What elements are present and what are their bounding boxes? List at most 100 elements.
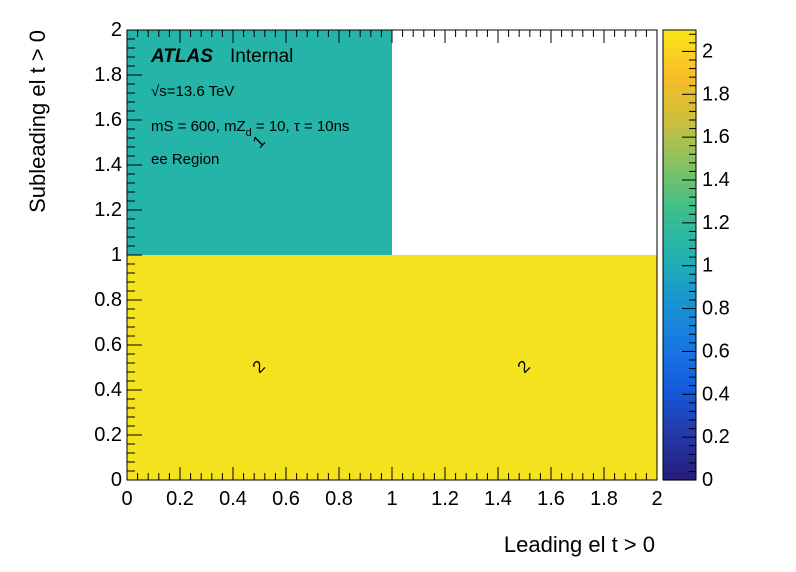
colorbar-segment [663,219,696,229]
y-tick-label: 0.8 [94,289,122,311]
colorbar-segment [663,237,696,247]
heatmap-cell [392,255,657,480]
colorbar-segment [663,156,696,166]
x-tick-label: 0.2 [166,488,194,510]
y-tick-label: 0.2 [94,424,122,446]
y-tick-label: 1.8 [94,64,122,86]
colorbar-segment [663,30,696,40]
x-tick-label: 1 [386,488,397,510]
colorbar-segment [663,336,696,346]
colorbar-segment [663,129,696,139]
colorbar-segment [663,138,696,148]
colorbar-segment [663,399,696,409]
y-tick-label: 0.4 [94,379,122,401]
colorbar-segment [663,363,696,373]
x-tick-label: 1.4 [484,488,512,510]
colorbar-segment [663,84,696,94]
y-tick-label: 1.2 [94,199,122,221]
colorbar-tick-label: 0.4 [702,383,730,405]
colorbar-tick-label: 0.2 [702,426,730,448]
colorbar-segment [663,309,696,319]
atlas-label: ATLAS Internal [150,46,293,67]
colorbar-segment [663,453,696,463]
colorbar-segment [663,345,696,355]
colorbar-segment [663,174,696,184]
colorbar-segment [663,300,696,310]
x-tick-label: 0.8 [325,488,353,510]
colorbar-segment [663,228,696,238]
colorbar: 0 0.2 0.4 0.6 0.8 1 1.2 1.4 1.6 1.8 2 [662,29,730,491]
colorbar-segment [663,354,696,364]
colorbar-tick-label: 1.8 [702,83,730,105]
colorbar-segment [663,165,696,175]
y-tick-label: 2 [111,19,122,41]
colorbar-segment [663,462,696,472]
colorbar-tick-label: 0 [702,469,713,491]
colorbar-segment [663,57,696,67]
x-tick-label: 2 [651,488,662,510]
colorbar-segment [663,183,696,193]
internal-text: Internal [230,46,293,67]
colorbar-segment [663,120,696,130]
y-axis-title: Subleading el t > 0 [25,30,50,213]
colorbar-segment [663,282,696,292]
x-tick-label: 0.4 [219,488,247,510]
x-tick-label: 0 [121,488,132,510]
y-tick-label: 1 [111,244,122,266]
colorbar-segment [663,471,696,481]
heatmap-cells [127,30,657,480]
energy-label: √s=13.6 TeV [151,83,234,100]
atlas-text: ATLAS [150,46,213,67]
colorbar-tick-label: 2 [702,40,713,62]
colorbar-tick-label: 0.8 [702,298,730,320]
colorbar-segment [663,39,696,49]
colorbar-segment [663,111,696,121]
region-label: ee Region [151,151,219,168]
x-axis-title: Leading el t > 0 [504,532,655,557]
colorbar-segment [663,255,696,265]
colorbar-frame [662,29,697,481]
x-tick-label: 1.2 [431,488,459,510]
colorbar-segment [663,192,696,202]
heatmap-cell [127,255,392,480]
colorbar-tick-label: 1 [702,255,713,277]
colorbar-tick-label: 0.6 [702,340,730,362]
colorbar-segment [663,417,696,427]
colorbar-segment [663,372,696,382]
colorbar-segment [663,75,696,85]
y-tick-label: 1.6 [94,109,122,131]
colorbar-segment [663,426,696,436]
colorbar-segment [663,93,696,103]
x-tick-label: 0.6 [272,488,300,510]
y-tick-label: 1.4 [94,154,122,176]
colorbar-segment [663,264,696,274]
y-axis-ticks: 0 0.2 0.4 0.6 0.8 1 1.2 1.4 1.6 1.8 2 [94,19,142,491]
colorbar-segment [663,435,696,445]
colorbar-segment [663,381,696,391]
colorbar-segment [663,408,696,418]
colorbar-tick-label: 1.6 [702,126,730,148]
colorbar-segment [663,102,696,112]
colorbar-segment [663,147,696,157]
colorbar-segment [663,327,696,337]
colorbar-segment [663,390,696,400]
y-tick-label: 0.6 [94,334,122,356]
colorbar-tick-label: 1.4 [702,169,730,191]
colorbar-segment [663,201,696,211]
colorbar-segment [663,444,696,454]
heatmap-cell [127,30,392,255]
colorbar-segment [663,318,696,328]
x-tick-label: 1.6 [537,488,565,510]
colorbar-segment [663,48,696,58]
params-label: mS = 600, mZd = 10, τ = 10ns [151,118,349,139]
x-axis-ticks: 0 0.2 0.4 0.6 0.8 1 1.2 1.4 1.6 1.8 2 [121,30,663,510]
colorbar-segment [663,291,696,301]
y-tick-label: 0 [111,469,122,491]
colorbar-segment [663,210,696,220]
colorbar-tick-label: 1.2 [702,212,730,234]
colorbar-segment [663,66,696,76]
colorbar-segment [663,273,696,283]
x-tick-label: 1.8 [590,488,618,510]
